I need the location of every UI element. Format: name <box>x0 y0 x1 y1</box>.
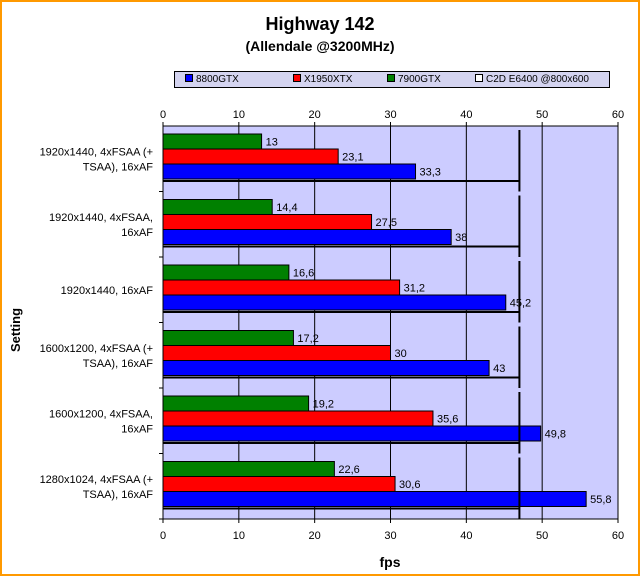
legend-label-c2d: C2D E6400 @800x600 <box>486 74 589 85</box>
legend-item-8800gtx: 8800GTX <box>185 74 239 86</box>
bar-value-label: 14,4 <box>276 202 297 214</box>
category-label: 1280x1024, 4xFSAA (+ <box>40 474 153 486</box>
bar-8800gtx <box>162 360 490 376</box>
bottom-axis-tick-label: 20 <box>309 530 321 542</box>
legend-swatch-x1950xtx <box>293 74 301 83</box>
category-label: 1920x1440, 16xAF <box>61 285 154 297</box>
category-label: 1920x1440, 4xFSAA, <box>49 212 153 224</box>
bottom-axis-tick-label: 50 <box>536 530 548 542</box>
category-label: 16xAF <box>121 227 153 239</box>
category-label: TSAA), 16xAF <box>83 358 154 370</box>
bar-value-label: 27,5 <box>376 217 397 229</box>
bar-value-label: 16,6 <box>293 268 314 280</box>
top-axis-tick-label: 10 <box>233 109 245 121</box>
legend-label-x1950xtx: X1950XTX <box>304 74 353 85</box>
chart-subtitle: (Allendale @3200MHz) <box>245 38 395 54</box>
bar-value-label: 49,8 <box>545 429 566 441</box>
y-axis-title: Setting <box>8 307 23 352</box>
legend-label-8800gtx: 8800GTX <box>196 74 239 85</box>
x-axis-title: fps <box>379 554 401 570</box>
top-axis-tick-label: 50 <box>536 109 548 121</box>
bar-value-label: 43 <box>493 363 505 375</box>
bar-x1950xtx <box>162 410 434 427</box>
legend-swatch-7900gtx <box>387 74 395 83</box>
bottom-axis-tick-label: 10 <box>233 530 245 542</box>
bar-value-label: 38 <box>455 232 467 244</box>
bar-8800gtx <box>162 163 417 180</box>
bottom-axis-tick-label: 60 <box>612 530 624 542</box>
bar-x1950xtx <box>162 214 373 230</box>
top-axis-tick-label: 40 <box>460 109 472 121</box>
bar-8800gtx <box>162 491 587 507</box>
top-axis-tick-label: 0 <box>160 109 166 121</box>
legend-item-x1950xtx: X1950XTX <box>293 74 352 86</box>
bottom-axis-tick-label: 0 <box>160 530 166 542</box>
category-label: 1920x1440, 4xFSAA (+ <box>40 146 153 158</box>
chart-title: Highway 142 <box>265 14 375 34</box>
legend: 8800GTX X1950XTX 7900GTX C2D E6400 @800x… <box>174 71 610 88</box>
bar-value-label: 55,8 <box>590 494 611 506</box>
bar-8800gtx <box>162 425 542 442</box>
category-label: 1600x1200, 4xFSAA (+ <box>40 343 153 355</box>
bar-value-label: 13 <box>266 137 278 149</box>
bar-7900gtx <box>162 264 290 281</box>
bar-value-label: 33,3 <box>420 167 441 179</box>
legend-swatch-8800gtx <box>185 74 193 83</box>
bar-value-label: 19,2 <box>313 399 334 411</box>
bottom-axis-tick-label: 30 <box>384 530 396 542</box>
bottom-axis-tick-label: 40 <box>460 530 472 542</box>
bar-x1950xtx <box>162 345 391 361</box>
bar-value-label: 35,6 <box>437 414 458 426</box>
bar-7900gtx <box>162 461 335 477</box>
bar-value-label: 30 <box>395 348 407 360</box>
top-axis-tick-label: 20 <box>309 109 321 121</box>
bar-value-label: 17,2 <box>297 333 318 345</box>
bar-value-label: 31,2 <box>404 283 425 295</box>
bar-7900gtx <box>162 199 273 215</box>
legend-swatch-c2d <box>475 74 483 83</box>
category-label: 1600x1200, 4xFSAA, <box>49 408 153 420</box>
bar-value-label: 23,1 <box>342 152 363 164</box>
bar-x1950xtx <box>162 279 401 296</box>
bar-x1950xtx <box>162 476 396 492</box>
category-label: TSAA), 16xAF <box>83 489 154 501</box>
category-label: 16xAF <box>121 423 153 435</box>
bar-value-label: 22,6 <box>338 464 359 476</box>
bar-8800gtx <box>162 294 507 311</box>
bar-7900gtx <box>162 133 263 150</box>
bar-8800gtx <box>162 229 452 245</box>
category-label: TSAA), 16xAF <box>83 161 154 173</box>
bar-7900gtx <box>162 395 310 412</box>
bar-value-label: 45,2 <box>510 298 531 310</box>
top-axis-tick-label: 60 <box>612 109 624 121</box>
legend-item-c2d: C2D E6400 @800x600 <box>475 74 589 86</box>
legend-label-7900gtx: 7900GTX <box>398 74 441 85</box>
bar-value-label: 30,6 <box>399 479 420 491</box>
bar-7900gtx <box>162 330 294 346</box>
top-axis-tick-label: 30 <box>384 109 396 121</box>
bar-x1950xtx <box>162 148 339 165</box>
legend-item-7900gtx: 7900GTX <box>387 74 441 86</box>
